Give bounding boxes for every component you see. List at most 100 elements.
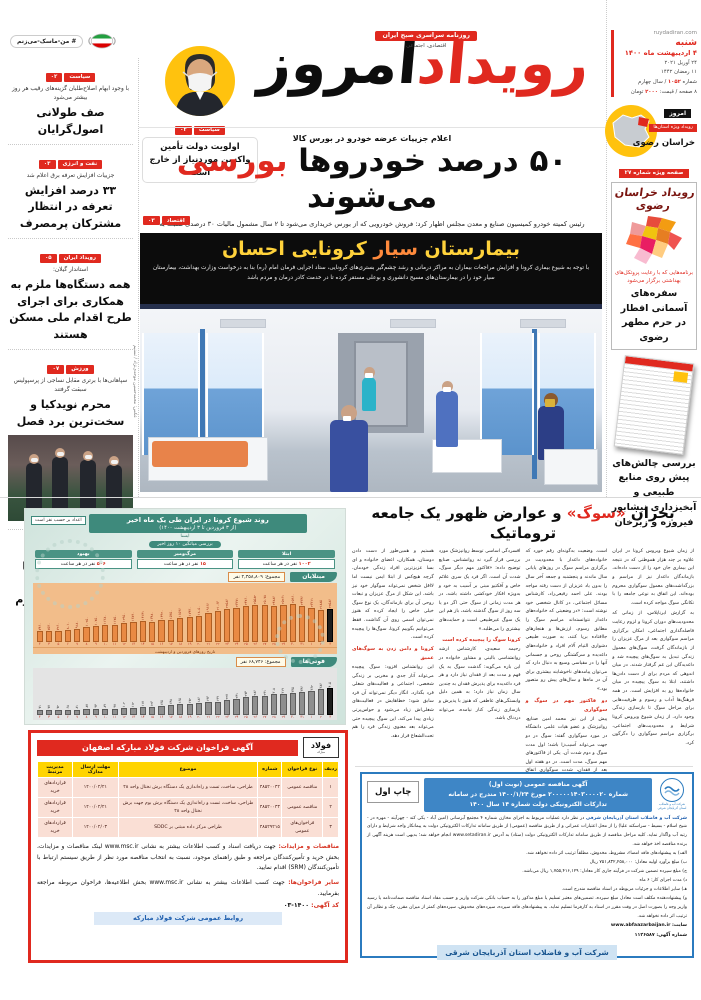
medical-staff [362, 367, 376, 411]
medical-staff [436, 381, 458, 447]
cell-number: ۴۸۵۲۹۲۱۵ [257, 817, 283, 839]
deaths-section-header: فوتی‌ها مجموع: ۶۸,۷۴۶ نفر [33, 657, 337, 667]
chart-bar: ۱۱۷۵۰ ۱۱ [111, 614, 118, 646]
column-header: ردیف [322, 761, 339, 778]
chart-bar: ۲۲۵۸۶ ۳ [327, 598, 334, 646]
ad-number-line: شماره آگهی: ۱۱۲۶۵۸۷ [634, 933, 687, 939]
paragraph: است. وضعیت به‌گونه‌ای رقم خورد که خانواد… [525, 549, 608, 692]
cell-department: قراردادهای خرید [37, 776, 73, 799]
virus-icon [35, 539, 105, 609]
condition-line: د) مدت اجرای کار: ۶ ماه [639, 878, 687, 884]
chart-bar: ۱۳۵ ۱۶ [158, 699, 165, 719]
face-mask-icon [88, 33, 117, 49]
hospital-bed [544, 449, 598, 485]
cell-deadline: ۱۴۰۰/۰۲/۲۱ [71, 797, 119, 819]
article-headline: بحران «سوگ» و عوارض ظهور یک جامعه ترومات… [371, 504, 675, 542]
cell-row-number: ۲ [322, 797, 339, 819]
news-kicker: استاندار گیلان: [52, 266, 89, 273]
chart-bar: ۲۵۰۷۸ ۲۷ [261, 594, 268, 646]
chart-bar: ۲۲۵۸۶ ۲۳ [224, 598, 231, 646]
water-ad-header: شرکت آب و فاضلاب استان آذربایجان شرقی آگ… [367, 778, 687, 812]
cell-subject: طراحی مرکز داده مبتنی بر SDDC [117, 817, 259, 839]
chart-bar: ۸۷ ۸ [83, 704, 90, 719]
paragraph: هستیم و همین‌طور از دست دادن دوستان، همک… [352, 549, 434, 641]
section-tag: ورزش ۰۷ [47, 364, 94, 374]
condition-line: ج) مبلغ سپرده تضمین شرکت در فرآیند جاری … [522, 868, 687, 874]
medical-staff-foreground [330, 405, 368, 492]
cell-deadline: ۱۴۰۰/۰۲/۰۳ [71, 817, 119, 839]
chart-bar: ۱۴۹۲۰ ۱۶ [158, 609, 165, 646]
steel-tender-ad: فولاد مبارکه آگهی فراخوان شرکت فولاد مبا… [28, 730, 348, 963]
province-kicker: برنامه‌هایی که با رعایت پروتکل‌های بهداش… [615, 269, 693, 284]
chart-bar: ۱۴۸ ۱۷ [167, 698, 175, 719]
section-tag-economy: اقتصاد ۰۳ [143, 216, 190, 225]
column-header: مدیریت مرتبط [37, 761, 73, 778]
steel-ad-footer: روابط عمومی شرکت فولاد مبارکه [94, 911, 282, 925]
horizontal-divider [355, 766, 693, 767]
curtain-pole [532, 329, 537, 479]
cases-section-header: مبتلایان مجموع: ۲,۳۵۸,۸۰۹ نفر [33, 572, 337, 582]
chart-bar: ۳۸۶ ۲ [317, 682, 325, 719]
chart-bar: ۳۰۸ ۲۸ [270, 687, 278, 719]
top-story-headline: اولویت دولت تأمین واکسن موردنیاز از خارج… [142, 137, 258, 184]
cell-type: مناقصه عمومی [281, 776, 324, 799]
cell-type: فراخوان‌های عمومی [281, 817, 324, 839]
condition-line: هـ) سایر اطلاعات و جزئیات مربوطه در اسنا… [561, 887, 687, 893]
iran-map-icon [612, 114, 650, 148]
cell-department: قراردادهای خرید [37, 797, 73, 819]
paragraph: رحیمه سعیدی، کارشناس ارشد روانشناسی بالی… [438, 647, 521, 722]
paragraph: این روانشناس افزود: سوگ پیچیده می‌تواند … [352, 664, 434, 739]
other-calls-note: سایر فراخوان‌ها: جهت کسب اطلاعات بیشتر ب… [37, 879, 339, 897]
tag-label: نفت و انرژی [57, 159, 103, 169]
tag-label: رویداد ایران [58, 253, 102, 263]
chart-bar: ۱۹۹ ۲۲ [214, 695, 221, 719]
stat-label: مرگ‌ومیر [136, 550, 234, 558]
today-label: امروز [664, 108, 691, 118]
chart-bar: ۲۴۸۸۶ ۲۸ [270, 595, 278, 646]
chart-bar: ۱۰۷۵۰ ۹ [92, 615, 100, 646]
section-tag-politics: سیاست ۰۲ [175, 125, 225, 135]
article-column: افسردگی اساسی توسط روانپزشک مورد بررسی ق… [439, 548, 521, 804]
lead-story: اعلام جزییات عرضه خودرو در بورس کالا ۵۰ … [139, 127, 605, 240]
province-page-thumbnail [613, 354, 695, 455]
tender-table-body: ۱ مناقصه عمومی ۴۸۵۲۰۰۴۲ طراحی، ساخت، تست… [37, 776, 339, 839]
chart-bar: ۳۱۹ ۲۹ [280, 687, 287, 719]
tender-instructions: مناقصات و مزایدات: جهت دریافت اسناد و کس… [37, 843, 340, 872]
chart-bar: ۷۲ ۵ [55, 705, 62, 719]
left-news-column: سیاست ۰۲ با وجود ابهام اصلاح‌طلبان گزینه‌… [0, 58, 138, 622]
title-line-3: تدارکات الکترونیکی دولت شماره ۱۴ سال ۱۴۰… [469, 800, 607, 808]
province-edition-title: رویداد خراسان رضوی [614, 185, 696, 212]
article-subhead: کرونا سوگ را پیچیده کرده است [442, 637, 521, 644]
table-row: ۱ مناقصه عمومی ۴۸۵۲۰۰۴۲ طراحی، ساخت، تست… [37, 776, 339, 799]
photo-credit: عکس: محمدحسین موحدی‌نژاد / تسنیم [132, 345, 137, 418]
province-headline-1: سفره‌های آسمانی افطار در حرم مطهر رضوی [620, 287, 688, 343]
table-row: ۳ فراخوان‌های عمومی ۴۸۵۲۹۲۱۵ طراحی مرکز … [37, 817, 339, 839]
chart-bar: ۱۲۹۵۰ ۱۲ [120, 612, 128, 646]
infographic-source: ایسنا [180, 534, 190, 539]
article-column: از زمان شیوع ویروس کرونا در ایران علاوه … [612, 548, 694, 804]
chart-bar: ۲۴۷۶۰ ۲۵ [242, 595, 250, 646]
chart-bar: ۲۲۷ ۲۳ [224, 693, 231, 719]
section-tag: سیاست ۰۲ [45, 72, 96, 82]
condition-line: الف) به پیشنهادهای فاقد امضاء، مشروط، مخ… [526, 850, 687, 856]
tag-page-number: ۰۷ [47, 364, 65, 374]
chart-bar: ۱۸۰۵۰ ۲۰ [195, 605, 203, 646]
hospital-photo [140, 304, 602, 492]
chart-bar: ۲۷۴ ۲۵ [242, 690, 250, 719]
average-label: بررسی میانگین ۱۰ روز اخیر [149, 541, 221, 548]
date-block: ruydadiran.com شنبه ۴ اردیبهشت ماه ۱۴۰۰ … [611, 30, 697, 97]
lead-kicker: اعلام جزییات عرضه خودرو در بورس کالا [292, 134, 452, 143]
today-province-cluster: امروز رویداد ویژه استان‌ها خراسان رضوی [605, 104, 697, 161]
virus-icon [275, 614, 325, 664]
province-headline-2: بررسی چالش‌های پیش روی منابع طبیعی و آبخ… [611, 457, 697, 528]
hospital-curtain [142, 333, 200, 455]
chart-bar: ۱۱۲ ۱۳ [130, 701, 137, 719]
tag-page-number: ۰۵ [39, 253, 57, 263]
condition-line: ب) مبلغ برآورد اولیه معادل: ۷۵۱,۸۳۲,۲۵۸,… [589, 859, 687, 865]
province-map-icon [626, 215, 682, 264]
bed-blanket [152, 441, 248, 467]
iran-map-badge [605, 104, 657, 157]
print-edition-label: چاپ اول [367, 781, 420, 803]
person-silhouette [80, 451, 96, 516]
tagline-secondary: اقتصادی، اجتماعی [406, 43, 447, 49]
